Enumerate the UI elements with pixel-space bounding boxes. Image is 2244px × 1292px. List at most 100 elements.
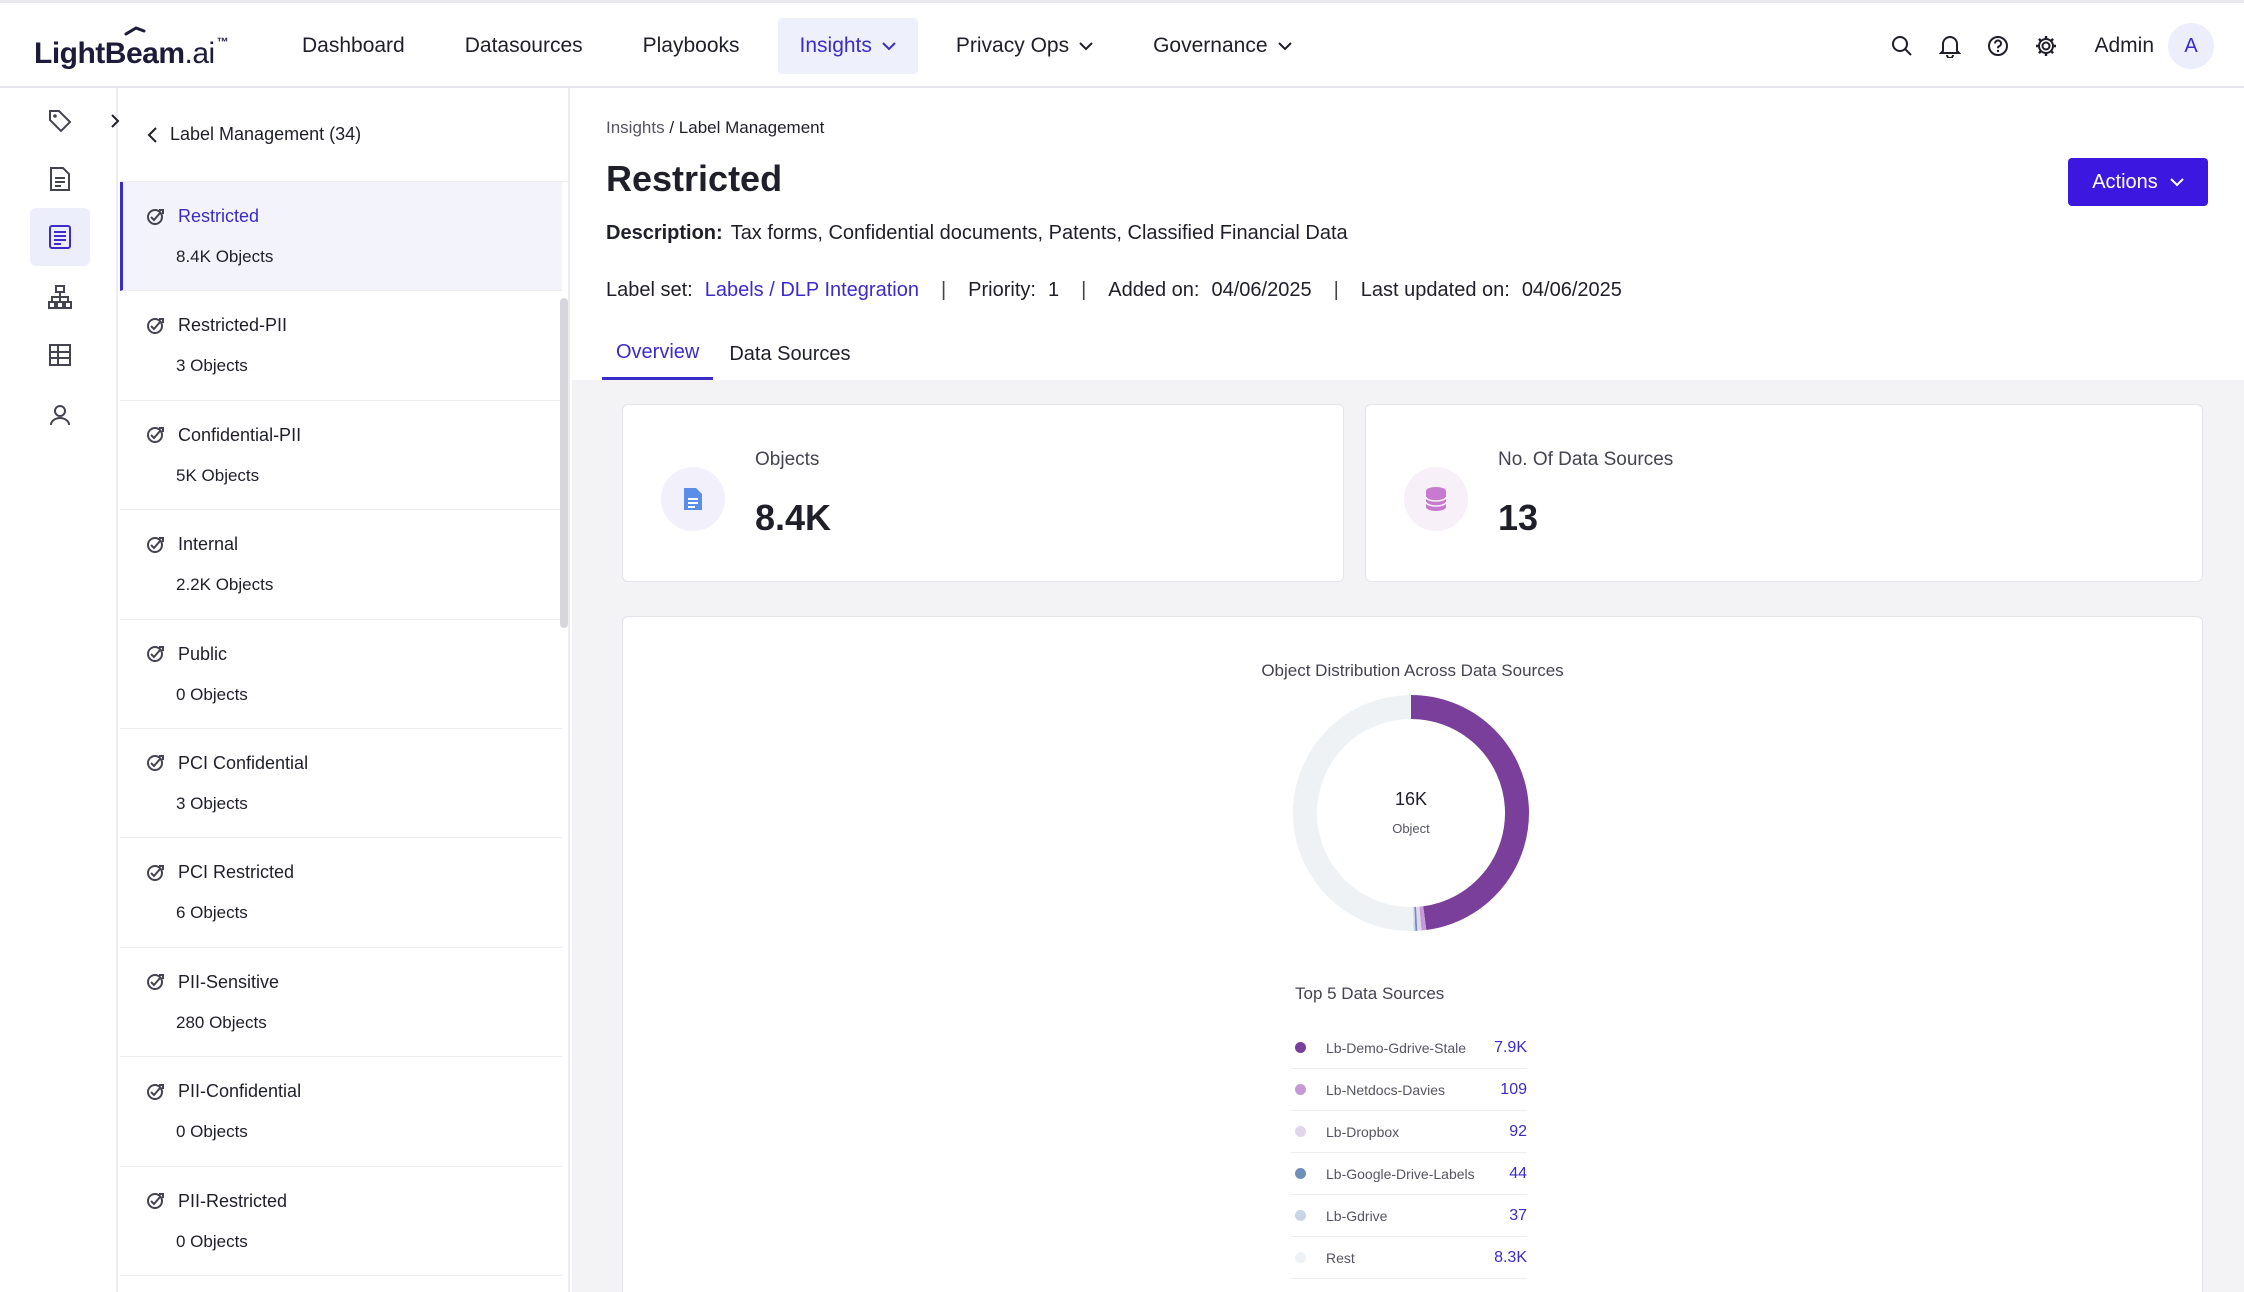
label-item-title: PII-Confidential [146, 1081, 562, 1102]
legend-row[interactable]: Rest 8.3K [1291, 1237, 1527, 1279]
gear-icon[interactable] [2022, 22, 2070, 70]
donut-slice-0[interactable] [1410, 695, 1529, 931]
notification-bell-icon[interactable] [1926, 22, 1974, 70]
label-badge-icon [147, 1083, 164, 1100]
label-item-title: Public [146, 644, 562, 665]
data-sources-stat-value: 13 [1498, 497, 1539, 538]
chevron-down-icon [882, 41, 896, 50]
search-icon[interactable] [1878, 22, 1926, 70]
legend-row[interactable]: Lb-Google-Drive-Labels 44 [1291, 1153, 1527, 1195]
donut-slice-5[interactable] [1293, 695, 1414, 931]
chevron-left-icon [147, 126, 157, 143]
label-list-item[interactable]: PII-Confidential 0 Objects [120, 1057, 562, 1167]
nav-dashboard[interactable]: Dashboard [280, 18, 427, 74]
label-list-item[interactable]: PCI Confidential 3 Objects [120, 729, 562, 839]
legend-dot [1295, 1084, 1306, 1095]
label-set-link[interactable]: Labels / DLP Integration [704, 279, 919, 301]
label-item-count: 6 Objects [176, 903, 248, 923]
label-item-name: PII-Restricted [178, 1190, 288, 1211]
donut-center-value: 16K [1394, 789, 1428, 809]
breadcrumb-insights[interactable]: Insights [606, 118, 665, 137]
legend-row[interactable]: Lb-Dropbox 92 [1291, 1111, 1527, 1153]
description-text: Tax forms, Confidential documents, Paten… [730, 222, 1348, 244]
top-sources-title: Top 5 Data Sources [1295, 984, 1445, 1003]
nav-datasources[interactable]: Datasources [443, 18, 605, 74]
label-item-title: PCI Restricted [146, 862, 562, 883]
nav-governance[interactable]: Governance [1131, 18, 1313, 74]
label-list-item[interactable]: Restricted 8.4K Objects [120, 182, 562, 292]
label-list-item[interactable]: Confidential-PII 5K Objects [120, 401, 562, 511]
legend-value: 7.9K [1494, 1038, 1527, 1056]
label-item-count: 280 Objects [176, 1012, 267, 1032]
nav-datasources-label: Datasources [464, 34, 583, 57]
label-list-title: Label Management (34) [170, 124, 362, 144]
label-set-label: Label set: [606, 279, 693, 301]
chevron-down-icon [2170, 177, 2184, 186]
label-badge-icon [147, 536, 164, 553]
priority-label: Priority: [968, 279, 1036, 301]
label-list-back[interactable]: Label Management (34) [120, 88, 568, 182]
table-icon[interactable] [30, 326, 90, 384]
top-right-tools: Admin A [1878, 18, 2244, 74]
legend-dot [1295, 1168, 1306, 1179]
file-icon [661, 467, 725, 531]
updated-label: Last updated on: [1360, 279, 1510, 301]
label-item-count: 0 Objects [176, 1231, 248, 1251]
label-report-icon[interactable] [30, 208, 90, 266]
user-name[interactable]: Admin [2094, 34, 2154, 57]
avatar[interactable]: A [2168, 23, 2214, 69]
user-icon[interactable] [30, 386, 90, 444]
label-item-name: Public [178, 643, 228, 664]
label-item-title: PII-Restricted [146, 1191, 562, 1212]
lightbeam-logo[interactable]: LightBeam .ai ™ [34, 26, 229, 71]
label-header: Insights / Label Management Restricted A… [572, 88, 2244, 380]
legend-row[interactable]: Lb-Netdocs-Davies 109 [1291, 1069, 1527, 1111]
chevron-right-icon[interactable] [106, 112, 124, 130]
breadcrumb-current: Label Management [678, 118, 825, 137]
label-badge-icon [147, 1193, 164, 1210]
legend-value: 37 [1509, 1206, 1527, 1224]
label-item-name: Internal [178, 534, 239, 555]
label-item-title: Confidential-PII [146, 425, 562, 446]
description-label: Description: [606, 222, 723, 244]
label-list-item[interactable]: PII-Restricted 0 Objects [120, 1167, 562, 1276]
tab-data-sources[interactable]: Data Sources [729, 342, 851, 365]
label-list-item[interactable]: PII-Sensitive 280 Objects [120, 948, 562, 1058]
label-item-count: 5K Objects [176, 465, 260, 485]
label-item-count: 0 Objects [176, 1122, 248, 1142]
breadcrumb-separator: / [669, 118, 675, 137]
label-list-item[interactable]: Restricted-PII 3 Objects [120, 291, 562, 401]
label-badge-icon [147, 646, 164, 663]
label-list-item[interactable]: PCI Restricted 6 Objects [120, 838, 562, 948]
donut-center-label: Object [1392, 821, 1430, 836]
chart-title: Object Distribution Across Data Sources [1261, 661, 1564, 680]
page-title: Restricted [606, 158, 783, 199]
legend-row[interactable]: Lb-Demo-Gdrive-Stale 7.9K [1291, 1027, 1527, 1069]
objects-stat-label: Objects [755, 449, 820, 470]
label-item-title: PII-Sensitive [146, 972, 562, 993]
tab-overview[interactable]: Overview [602, 328, 714, 380]
label-badge-icon [147, 864, 164, 881]
document-icon[interactable] [30, 150, 90, 208]
label-item-count: 2.2K Objects [176, 575, 274, 595]
label-item-title: Restricted-PII [146, 315, 562, 336]
hierarchy-icon[interactable] [30, 268, 90, 326]
meta-separator: | [1333, 279, 1339, 301]
nav-privacy-ops-label: Privacy Ops [955, 34, 1070, 57]
actions-button[interactable]: Actions [2068, 158, 2208, 206]
donut-chart: 16K Object [1291, 693, 1531, 933]
nav-playbooks[interactable]: Playbooks [621, 18, 762, 74]
database-icon [1404, 467, 1468, 531]
label-item-name: Confidential-PII [178, 424, 302, 445]
label-list-item[interactable]: Public 0 Objects [120, 620, 562, 729]
legend-row[interactable]: Lb-Gdrive 37 [1291, 1195, 1527, 1237]
list-scrollbar[interactable] [560, 298, 568, 628]
label-list-item[interactable]: Internal 2.2K Objects [120, 510, 562, 620]
tag-icon[interactable] [30, 92, 90, 150]
help-icon[interactable] [1974, 22, 2022, 70]
tab-bar: Overview Data Sources [602, 328, 867, 380]
legend-name: Lb-Google-Drive-Labels [1326, 1165, 1475, 1182]
nav-insights[interactable]: Insights [777, 18, 918, 74]
nav-privacy-ops[interactable]: Privacy Ops [934, 18, 1115, 74]
chevron-down-icon [1277, 41, 1292, 50]
